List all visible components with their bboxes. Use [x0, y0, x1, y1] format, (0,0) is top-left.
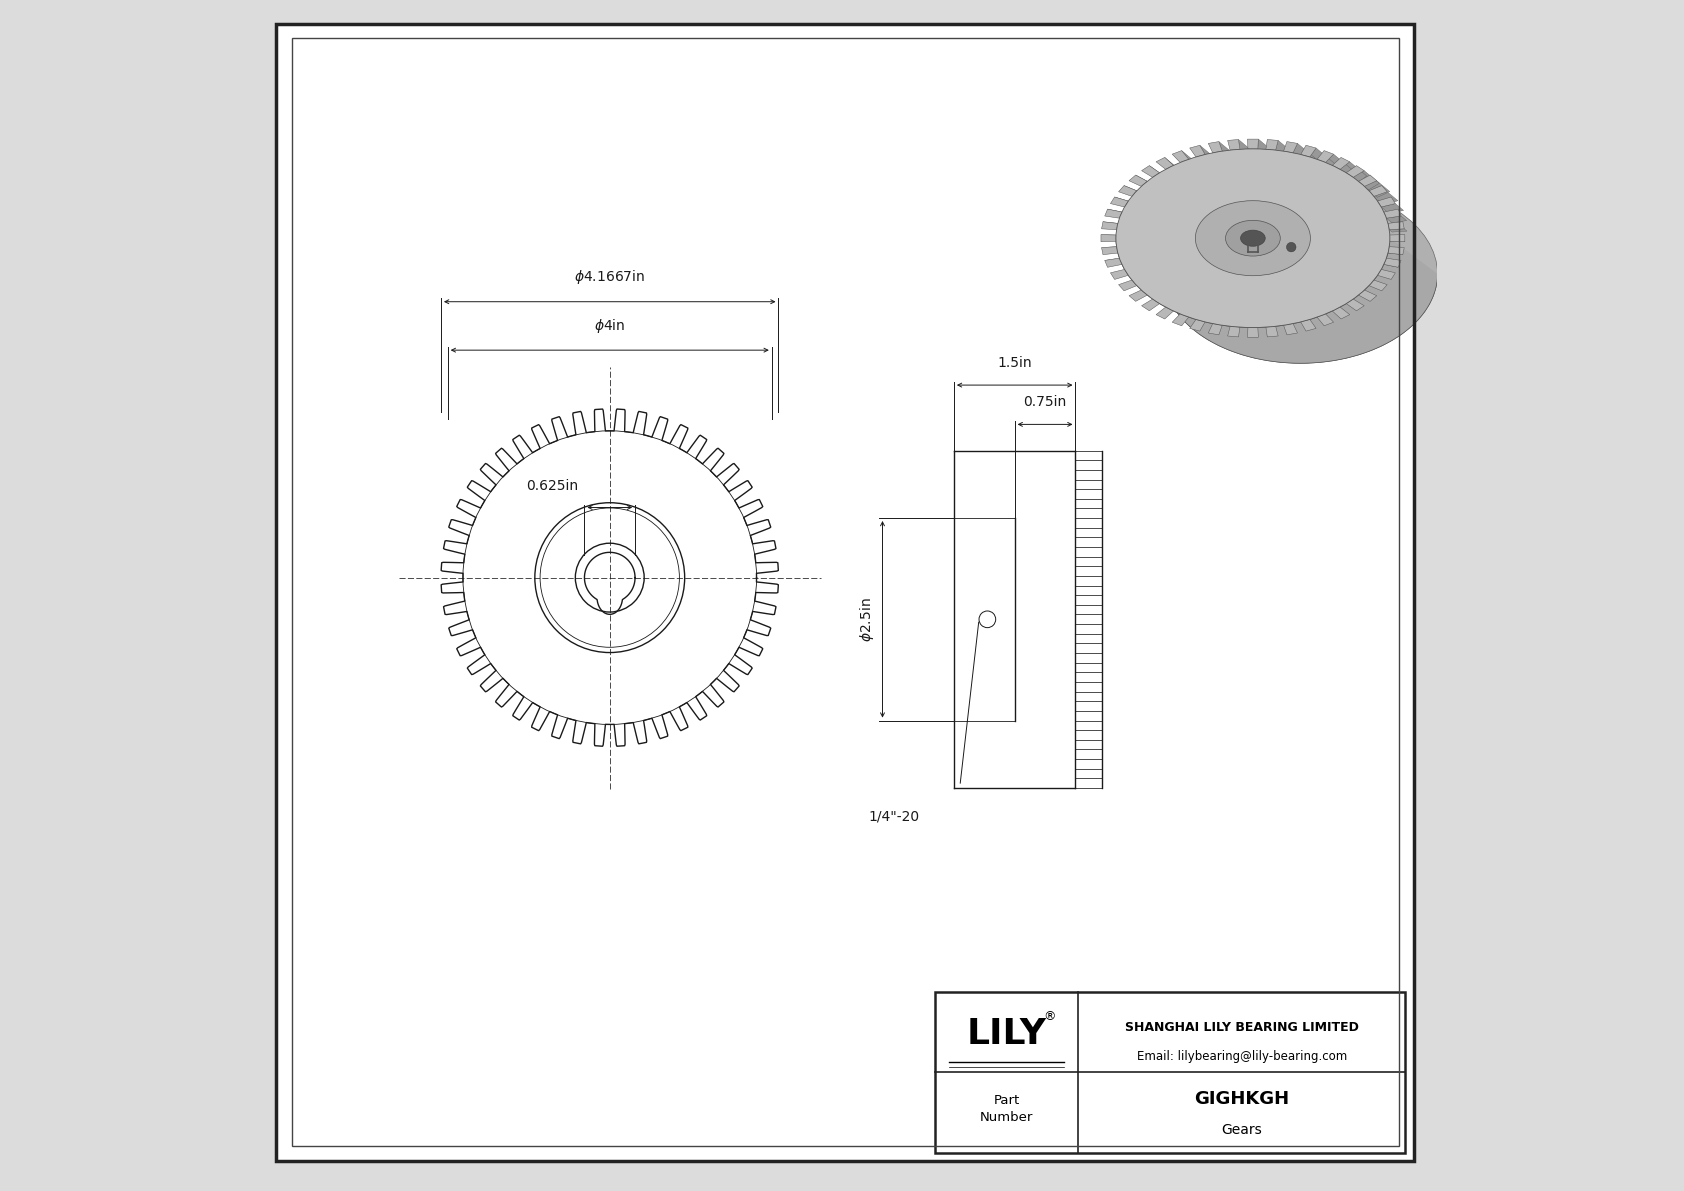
- Polygon shape: [1116, 238, 1438, 363]
- Polygon shape: [1384, 264, 1398, 267]
- Polygon shape: [1118, 280, 1137, 291]
- Text: 0.625in: 0.625in: [527, 479, 579, 493]
- Polygon shape: [1228, 326, 1239, 337]
- Polygon shape: [1150, 166, 1175, 186]
- Polygon shape: [1228, 139, 1239, 150]
- Polygon shape: [1105, 210, 1122, 218]
- Polygon shape: [1110, 197, 1128, 207]
- Ellipse shape: [1226, 220, 1280, 256]
- Polygon shape: [1283, 324, 1297, 335]
- Polygon shape: [1378, 269, 1396, 280]
- Text: $\phi$4.1667in: $\phi$4.1667in: [574, 268, 645, 286]
- Polygon shape: [1389, 235, 1404, 242]
- Text: ®: ®: [1044, 1010, 1056, 1023]
- Text: Part
Number: Part Number: [980, 1095, 1034, 1124]
- Polygon shape: [1317, 150, 1334, 162]
- Polygon shape: [1105, 258, 1120, 261]
- Polygon shape: [1340, 162, 1367, 183]
- Polygon shape: [1189, 145, 1206, 157]
- Polygon shape: [1384, 258, 1401, 267]
- Polygon shape: [1189, 319, 1206, 331]
- Circle shape: [1287, 243, 1297, 252]
- Text: 0.75in: 0.75in: [1024, 395, 1066, 409]
- Polygon shape: [1332, 307, 1351, 319]
- Polygon shape: [1389, 229, 1408, 232]
- Ellipse shape: [1164, 185, 1438, 363]
- Polygon shape: [1346, 299, 1364, 311]
- Bar: [935, 992, 1406, 1153]
- Polygon shape: [1374, 192, 1398, 205]
- Polygon shape: [1209, 324, 1223, 335]
- Polygon shape: [1209, 142, 1223, 152]
- Polygon shape: [1266, 326, 1278, 337]
- Polygon shape: [1101, 247, 1118, 255]
- Polygon shape: [1354, 170, 1379, 191]
- Text: 1/4"-20: 1/4"-20: [869, 810, 919, 824]
- Polygon shape: [1142, 299, 1160, 311]
- Polygon shape: [1103, 222, 1120, 225]
- Polygon shape: [1155, 157, 1174, 169]
- Polygon shape: [1384, 210, 1401, 218]
- Polygon shape: [1142, 166, 1160, 177]
- Text: SHANGHAI LILY BEARING LIMITED: SHANGHAI LILY BEARING LIMITED: [1125, 1021, 1359, 1034]
- Polygon shape: [1381, 204, 1403, 214]
- Ellipse shape: [1196, 200, 1310, 275]
- Polygon shape: [1325, 154, 1352, 177]
- Polygon shape: [1182, 150, 1207, 175]
- Polygon shape: [1115, 197, 1137, 208]
- Text: GIGHKGH: GIGHKGH: [1194, 1090, 1290, 1108]
- Polygon shape: [1283, 142, 1297, 152]
- Polygon shape: [1105, 258, 1122, 267]
- Polygon shape: [1359, 289, 1378, 301]
- Polygon shape: [1128, 289, 1147, 301]
- Polygon shape: [1128, 175, 1147, 187]
- Polygon shape: [1300, 145, 1317, 157]
- Polygon shape: [1165, 157, 1191, 180]
- Polygon shape: [1101, 235, 1116, 242]
- Polygon shape: [1123, 186, 1147, 200]
- Polygon shape: [1369, 280, 1388, 291]
- Polygon shape: [1155, 307, 1174, 319]
- Polygon shape: [1172, 150, 1189, 162]
- Polygon shape: [1386, 216, 1406, 223]
- Text: $\phi$2.5in: $\phi$2.5in: [859, 597, 876, 642]
- Text: $\phi$4in: $\phi$4in: [594, 317, 625, 335]
- Polygon shape: [1248, 139, 1258, 149]
- Polygon shape: [1378, 197, 1396, 207]
- Polygon shape: [1219, 142, 1243, 168]
- Polygon shape: [1300, 319, 1317, 331]
- Polygon shape: [1172, 314, 1189, 326]
- Polygon shape: [1108, 210, 1128, 217]
- Polygon shape: [1135, 175, 1160, 192]
- Polygon shape: [1248, 328, 1258, 337]
- Text: LILY: LILY: [967, 1017, 1046, 1050]
- Text: Email: lilybearing@lily-bearing.com: Email: lilybearing@lily-bearing.com: [1137, 1050, 1347, 1062]
- Polygon shape: [1369, 186, 1388, 197]
- Polygon shape: [1359, 175, 1378, 187]
- Polygon shape: [1388, 222, 1404, 230]
- Ellipse shape: [1241, 230, 1265, 247]
- Polygon shape: [1388, 252, 1403, 255]
- Polygon shape: [1101, 222, 1118, 230]
- Polygon shape: [1364, 181, 1389, 198]
- Polygon shape: [1118, 186, 1137, 197]
- Polygon shape: [1238, 139, 1261, 167]
- Text: Gears: Gears: [1221, 1123, 1263, 1137]
- Polygon shape: [1293, 143, 1319, 170]
- Polygon shape: [1199, 145, 1224, 172]
- Polygon shape: [1276, 141, 1300, 168]
- Polygon shape: [1388, 247, 1404, 255]
- Polygon shape: [1346, 166, 1364, 177]
- Polygon shape: [1317, 314, 1334, 326]
- Text: 1.5in: 1.5in: [997, 356, 1032, 369]
- Polygon shape: [1332, 157, 1351, 169]
- Polygon shape: [1258, 139, 1280, 167]
- Polygon shape: [1266, 139, 1278, 150]
- Polygon shape: [1110, 269, 1128, 280]
- Ellipse shape: [1116, 149, 1389, 328]
- Polygon shape: [1310, 148, 1335, 174]
